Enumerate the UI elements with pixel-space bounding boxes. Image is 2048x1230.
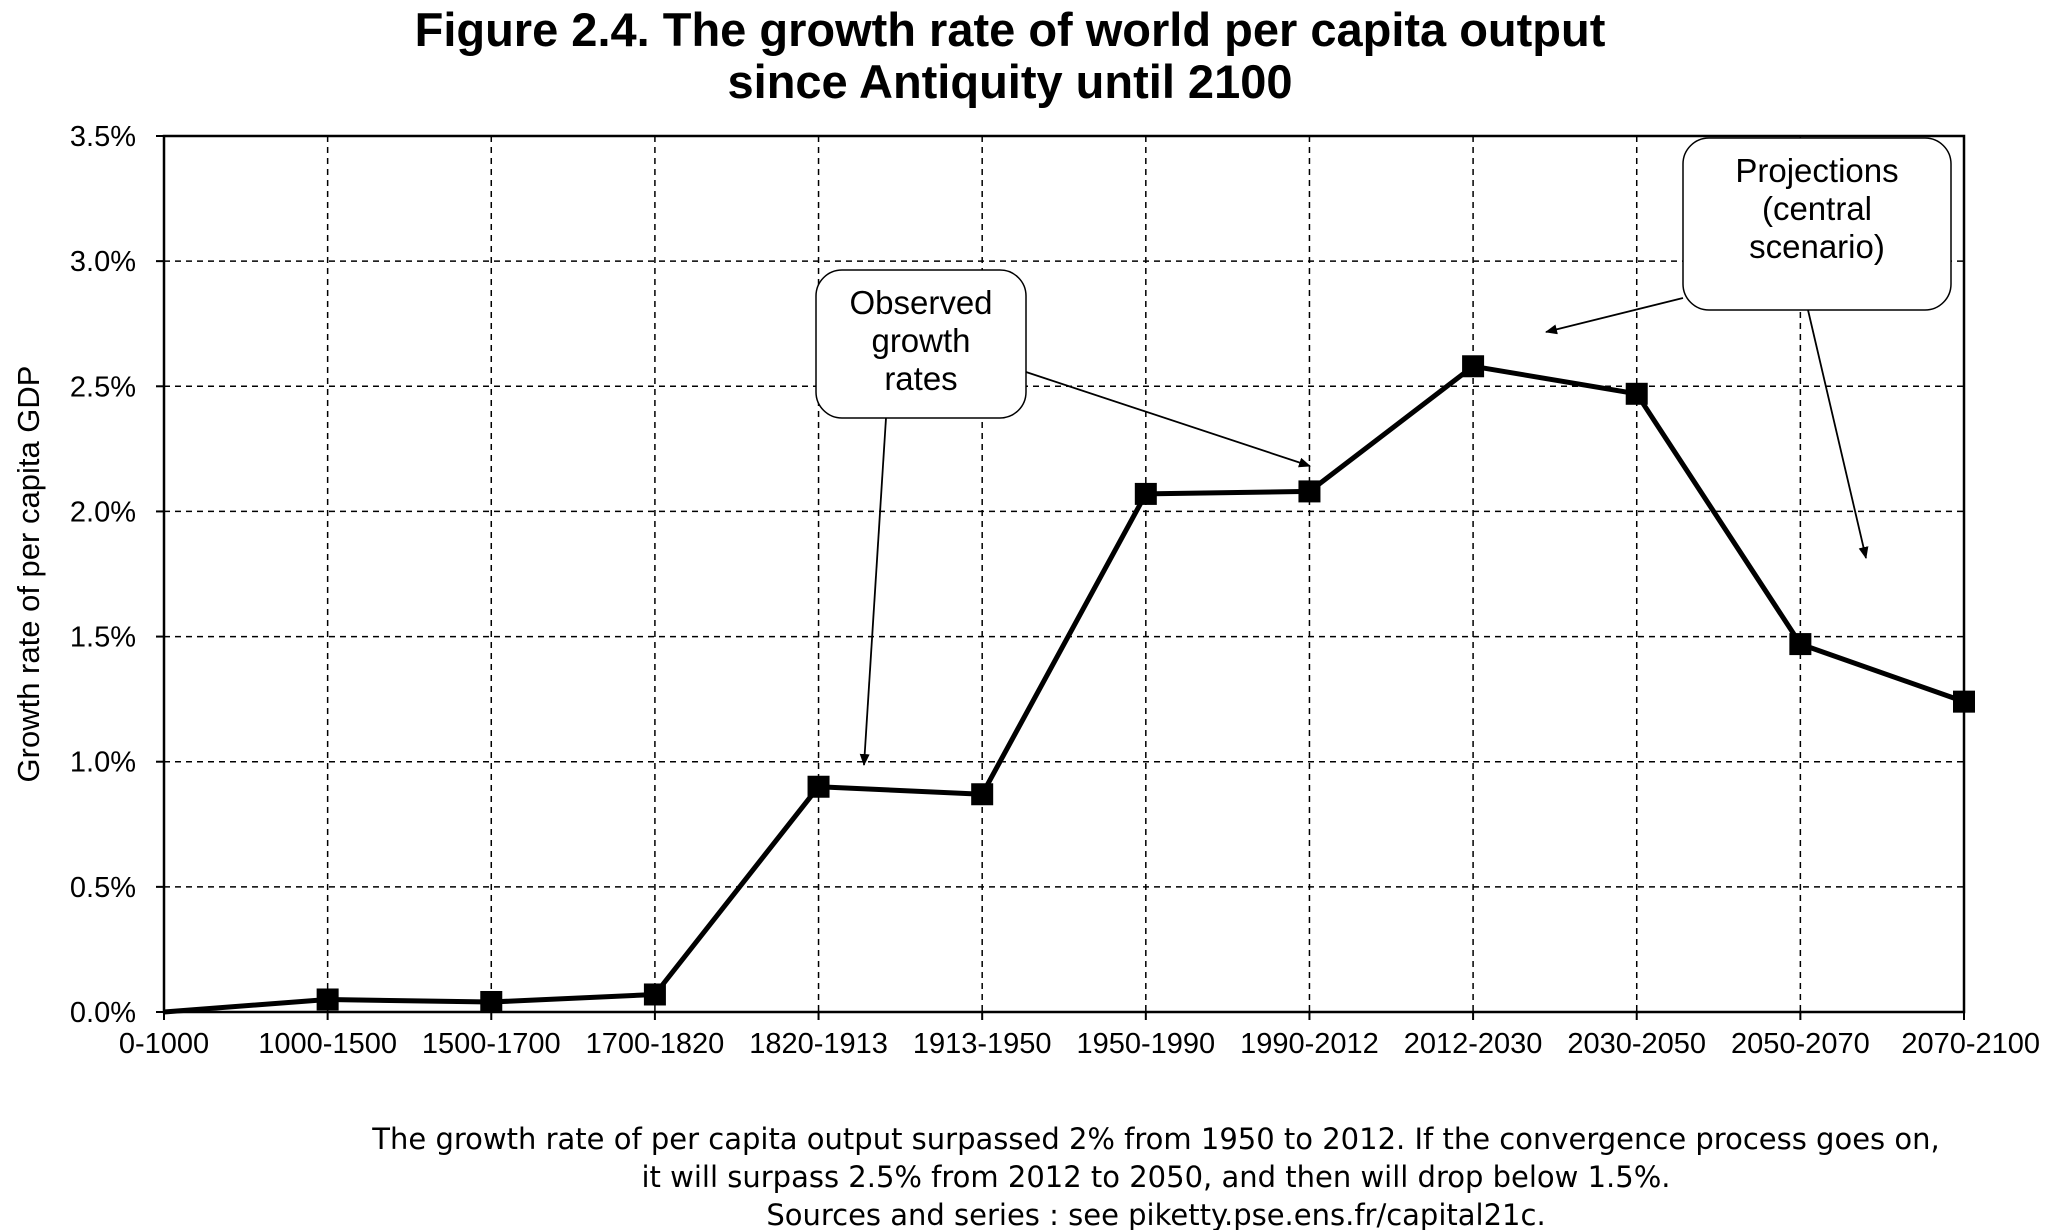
y-tick-label: 2.0%: [70, 496, 136, 528]
x-tick-label: 1700-1820: [586, 1028, 725, 1060]
callout-observed-line-2: growth: [871, 322, 970, 359]
x-tick-label: 1913-1950: [913, 1028, 1052, 1060]
footnote-line-3: Sources and series : see piketty.pse.ens…: [766, 1198, 1545, 1230]
callout-observed-arrow-2: [1025, 371, 1311, 468]
x-tick-label: 2070-2100: [1901, 1028, 2040, 1060]
data-point-marker: [807, 775, 830, 798]
x-axis-ticks: 0-1000 1000-1500 1500-1700 1700-1820 1820-19…: [119, 1012, 2040, 1060]
data-point-marker: [1462, 355, 1485, 378]
data-point-marker: [480, 990, 503, 1013]
y-tick-label: 1.5%: [70, 622, 136, 654]
x-tick-label: 2012-2030: [1404, 1028, 1543, 1060]
x-tick-label: 1500-1700: [422, 1028, 561, 1060]
callout-observed-line-1: Observed: [849, 284, 992, 321]
series-line-path: [163, 363, 1965, 1015]
plot-area-border: [162, 134, 1966, 1014]
callout-projections-line-2: (central: [1762, 190, 1872, 227]
x-tick-label: 0-1000: [119, 1028, 209, 1060]
callout-projections-arrow-2: [1807, 309, 1869, 559]
y-axis-label: Growth rate of per capita GDP: [11, 366, 46, 783]
data-point-marker: [1298, 480, 1321, 503]
callout-observed: Observed growth rates: [815, 269, 1311, 766]
y-tick-label: 0.5%: [70, 872, 136, 904]
data-point-marker: [316, 988, 339, 1011]
data-point-marker: [643, 983, 666, 1006]
y-tick-label: 1.0%: [70, 747, 136, 779]
y-axis-ticks: 0.0% 0.5% 1.0% 1.5% 2.0% 2.5% 3.0% 3.5%: [70, 121, 164, 1029]
x-tick-label: 1000-1500: [258, 1028, 397, 1060]
callout-projections-box: [1682, 137, 1952, 311]
callout-projections-arrow-1: [1545, 297, 1684, 335]
y-tick-label: 0.0%: [70, 997, 136, 1029]
y-tick-label: 2.5%: [70, 371, 136, 403]
data-point-marker: [1625, 382, 1648, 405]
data-point-marker: [1789, 633, 1812, 656]
callout-projections: Projections (central scenario): [1545, 137, 1952, 559]
data-point-marker: [1134, 482, 1157, 505]
chart-title-line-1: Figure 2.4. The growth rate of world per…: [415, 3, 1606, 56]
callout-projections-line-1: Projections: [1735, 152, 1898, 189]
x-tick-label: 2050-2070: [1731, 1028, 1870, 1060]
x-tick-label: 1950-1990: [1076, 1028, 1215, 1060]
x-tick-label: 1990-2012: [1240, 1028, 1379, 1060]
series-line: [163, 363, 1965, 1015]
x-tick-label: 1820-1913: [749, 1028, 888, 1060]
y-tick-label: 3.0%: [70, 246, 136, 278]
callout-observed-arrow-1: [859, 417, 887, 766]
callout-projections-line-3: scenario): [1749, 228, 1885, 265]
y-tick-label: 3.5%: [70, 121, 136, 153]
callout-observed-box: [815, 269, 1027, 419]
footnote-line-1: The growth rate of per capita output sur…: [371, 1122, 1939, 1156]
data-point-marker: [971, 783, 994, 806]
footnote-line-2: it will surpass 2.5% from 2012 to 2050, …: [642, 1160, 1671, 1194]
callout-observed-line-3: rates: [884, 360, 957, 397]
x-tick-label: 2030-2050: [1567, 1028, 1706, 1060]
series-markers: [316, 355, 1975, 1013]
data-point-marker: [1953, 690, 1975, 713]
chart-title-line-2: since Antiquity until 2100: [728, 55, 1293, 108]
